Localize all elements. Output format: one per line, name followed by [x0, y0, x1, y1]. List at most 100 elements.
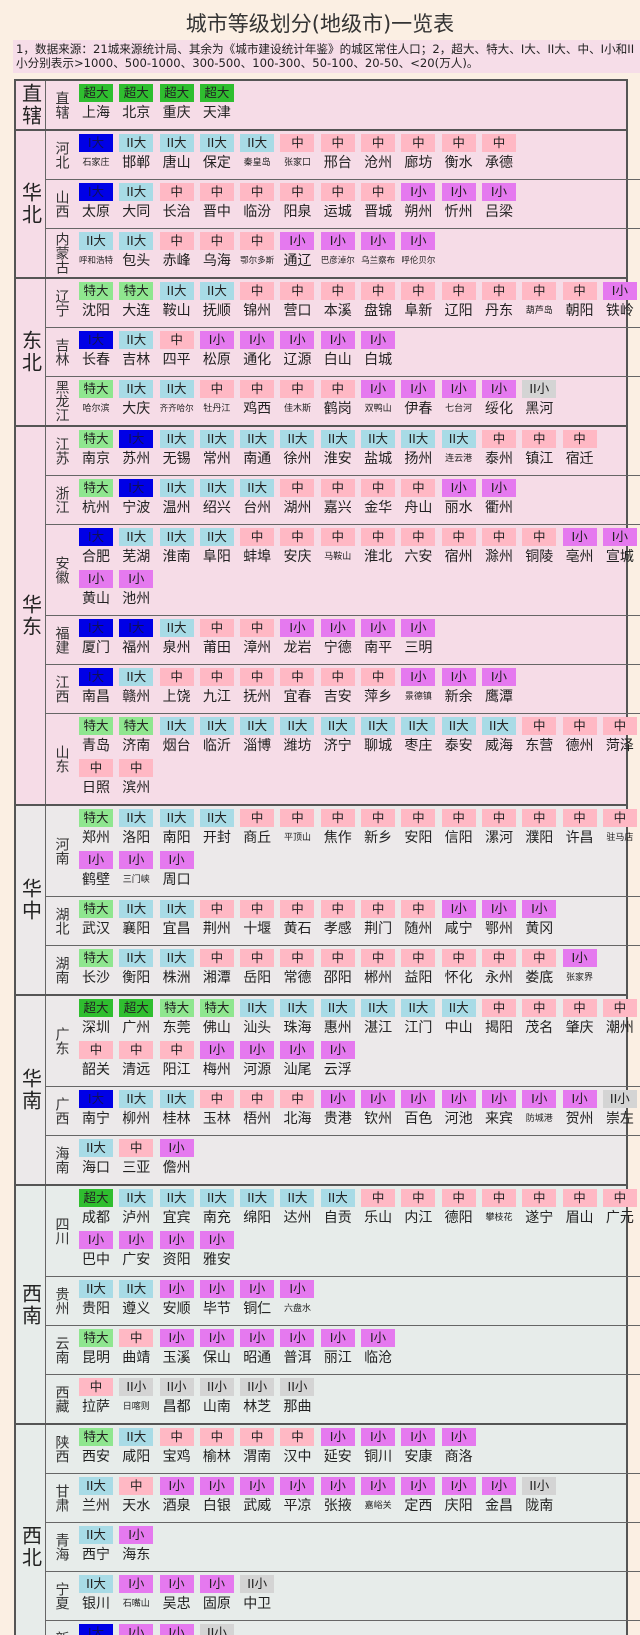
city-cell: 特大 东莞 [157, 999, 197, 1041]
province-label: 广东 [53, 1027, 70, 1055]
region-block: 华北 河北 I大 石家庄 II大 邯郸 II大 唐山 II大 保定 II大 秦皇岛中张家口中邢台中沧州… [16, 129, 640, 277]
tier-badge: 特大 [159, 999, 194, 1017]
city-list: I大 合肥 II大 芜湖 II大 淮南 II大 阜阳中蚌埠中安庆中马鞍山中淮北中六安中宿州中滁… [76, 528, 640, 612]
city-name: 玉林 [202, 1111, 231, 1127]
city-list: 特大 西安 II大 咸阳中宝鸡中榆林中渭南中汉中 I小 延安 I小 铜川 I小 安康 I小 商洛 [76, 1428, 640, 1470]
city-name: 宁波 [122, 500, 151, 516]
city-cell: II大 湛江 [358, 999, 398, 1041]
city-name: 南昌 [82, 689, 110, 705]
city-name: 辽阳 [444, 303, 473, 319]
tier-badge: I大 [79, 331, 113, 349]
city-cell: II大 赣州 [116, 668, 156, 710]
city-name: 吉林 [122, 352, 151, 368]
region-label: 华东 [16, 427, 46, 804]
city-cell: I小 河池 [439, 1090, 479, 1132]
city-name: 益阳 [404, 970, 433, 986]
city-name: 长治 [162, 204, 191, 220]
city-name: 广元 [605, 1210, 634, 1226]
province-label: 四川 [53, 1217, 70, 1245]
city-cell: I小 六盘水 [277, 1280, 317, 1322]
city-cell: I小 安顺 [157, 1280, 197, 1322]
tier-badge: 中 [481, 949, 516, 967]
city-name: 曲靖 [122, 1350, 151, 1366]
tier-badge: 中 [361, 183, 396, 201]
city-cell: I小 朔州 [398, 183, 438, 225]
tier-badge: 特大 [79, 1329, 113, 1347]
city-cell: I小 儋州 [157, 1139, 197, 1181]
city-cell: I小 贺州 [560, 1090, 600, 1132]
city-name: 衡阳 [122, 970, 151, 986]
province-label: 湖南 [53, 956, 70, 984]
tier-badge: 中 [159, 668, 194, 686]
tier-badge: 中 [361, 479, 396, 497]
city-cell: II大 珠海 [277, 999, 317, 1041]
city-cell: 特大 武汉 [76, 900, 116, 942]
city-cell: II大 盐城 [358, 430, 398, 472]
city-cell: 中天水 [116, 1477, 156, 1519]
city-list: I大 南宁 II大 柳州 II大 桂林中玉林中梧州中北海 I小 贵港 I小 钦州 I小 百色 I小 河池 I… [76, 1090, 640, 1132]
city-cell: II大 海口 [76, 1139, 116, 1181]
city-list: I大 长春 II大 吉林中四平 I小 松原 I小 通化 I小 辽源 I小 白山 I小 白城 [76, 331, 640, 373]
city-name: 镇江 [525, 451, 554, 467]
tier-badge: II大 [240, 717, 275, 735]
city-cell: 中梧州 [237, 1090, 277, 1132]
tier-badge: I小 [481, 1477, 516, 1495]
city-name: 六盘水 [283, 1304, 311, 1314]
city-name: 汕尾 [283, 1062, 312, 1078]
tier-badge: I小 [401, 183, 436, 201]
tier-badge: II大 [481, 717, 516, 735]
tier-badge: I小 [159, 1329, 194, 1347]
tier-badge: 中 [361, 528, 396, 546]
tier-badge: 中 [441, 809, 476, 827]
city-tier-table: 直辖 直辖 超大 上海 超大 北京 超大 重庆 超大 天津 华北 河北 I大 石家庄 II大 邯郸 II大 唐山 I… [14, 79, 640, 1635]
tier-badge: I小 [441, 900, 476, 918]
city-name: 江门 [404, 1020, 433, 1036]
tier-badge: I小 [79, 570, 113, 588]
city-cell: II大 秦皇岛 [237, 134, 277, 176]
city-name: 保山 [202, 1350, 231, 1366]
city-name: 商洛 [444, 1449, 473, 1465]
tier-badge: 中 [522, 1189, 557, 1207]
tier-badge: I小 [320, 331, 355, 349]
region-block: 华中 河南 特大 郑州 II大 洛阳 II大 南阳 II大 开封中商丘中平顶山中焦作中新乡中安阳中… [16, 804, 640, 994]
city-name: 潮州 [605, 1020, 634, 1036]
city-name: 韶关 [82, 1062, 110, 1078]
city-name: 阳江 [162, 1062, 191, 1078]
city-cell: 中宿州 [439, 528, 479, 570]
tier-badge: 特大 [79, 1428, 113, 1446]
tier-badge: 中 [481, 134, 516, 152]
tier-badge: 中 [280, 479, 315, 497]
city-cell: 特大 大连 [116, 282, 156, 324]
city-name: 攀枝花 [485, 1213, 513, 1223]
city-cell: I小 丽江 [318, 1329, 358, 1371]
city-cell: I小 衢州 [479, 479, 519, 521]
city-name: 银川 [82, 1596, 110, 1612]
tier-badge: 中 [240, 380, 275, 398]
province-label: 西藏 [53, 1385, 70, 1413]
city-cell: I小 周口 [157, 851, 197, 893]
tier-badge: 中 [320, 528, 355, 546]
city-list: 特大 沈阳 特大 大连 II大 鞍山 II大 抚顺中锦州中营口中本溪中盘锦中阜新中辽阳中丹东中… [76, 282, 640, 324]
tier-badge: I小 [441, 668, 476, 686]
city-name: 营口 [283, 303, 312, 319]
city-name: 呼和浩特 [78, 256, 113, 266]
city-name: 肇庆 [565, 1020, 594, 1036]
city-cell: I小 玉溪 [157, 1329, 197, 1371]
tier-badge: I大 [79, 528, 113, 546]
tier-badge: I小 [199, 331, 234, 349]
city-name: 滁州 [484, 549, 513, 565]
tier-badge: II大 [159, 282, 194, 300]
region-label: 直辖 [16, 81, 46, 129]
city-name: 株洲 [162, 970, 191, 986]
tier-badge: I小 [320, 1428, 355, 1446]
city-name: 保定 [202, 155, 231, 171]
city-cell: I小 呼伦贝尔 [398, 232, 438, 274]
city-name: 巴彦淖尔 [320, 256, 355, 266]
province-row: 海南 II大 海口中三亚 I小 儋州 [46, 1135, 640, 1184]
city-name: 海东 [122, 1547, 151, 1563]
city-cell: I小 河源 [237, 1041, 277, 1083]
tier-badge: II大 [159, 1189, 194, 1207]
city-name: 淮安 [323, 451, 352, 467]
city-cell: 中晋中 [197, 183, 237, 225]
city-name: 连云港 [445, 454, 473, 464]
